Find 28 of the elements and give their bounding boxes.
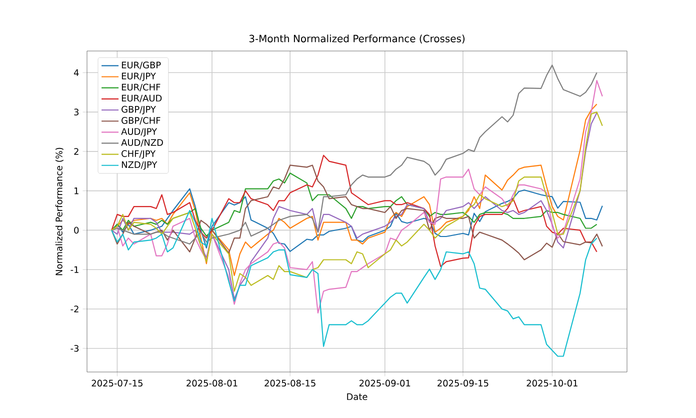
line-series: [111, 210, 598, 357]
legend-label: GBP/CHF: [122, 117, 160, 125]
legend-label: GBP/JPY: [122, 106, 156, 114]
legend-label: AUD/NZD: [121, 139, 163, 147]
y-tick-label: -3: [70, 344, 79, 352]
y-axis-title: Normalized Performance (%): [55, 148, 64, 276]
y-tick-label: 3: [74, 108, 79, 116]
x-tick-label: 2025-07-15: [92, 380, 142, 387]
legend-label: NZD/JPY: [122, 161, 158, 170]
legend-label: EUR/GBP: [122, 62, 161, 70]
x-tick-label: 2025-08-15: [264, 380, 316, 387]
legend-label: EUR/JPY: [122, 72, 156, 82]
x-axis-title: Date: [347, 393, 368, 400]
y-tick-label: 2: [74, 148, 78, 155]
y-tick-label: -2: [70, 306, 78, 312]
legend-label: EUR/CHF: [122, 84, 160, 92]
y-tick-label: -1: [70, 266, 78, 273]
y-tick-label: 4: [74, 69, 79, 76]
x-tick-label: 2025-09-15: [438, 380, 488, 387]
legend-label: EUR/AUD: [122, 94, 162, 102]
legend-label: CHF/JPY: [122, 150, 156, 159]
x-tick-label: 2025-09-01: [359, 380, 410, 387]
legend-label: AUD/JPY: [121, 128, 158, 137]
y-tick-label: 1: [74, 188, 78, 194]
x-tick-label: 2025-08-01: [186, 380, 238, 387]
x-tick-label: 2025-10-01: [526, 380, 578, 387]
chart-title: 3-Month Normalized Performance (Crosses): [249, 34, 464, 44]
y-tick-label: 0: [74, 226, 79, 234]
